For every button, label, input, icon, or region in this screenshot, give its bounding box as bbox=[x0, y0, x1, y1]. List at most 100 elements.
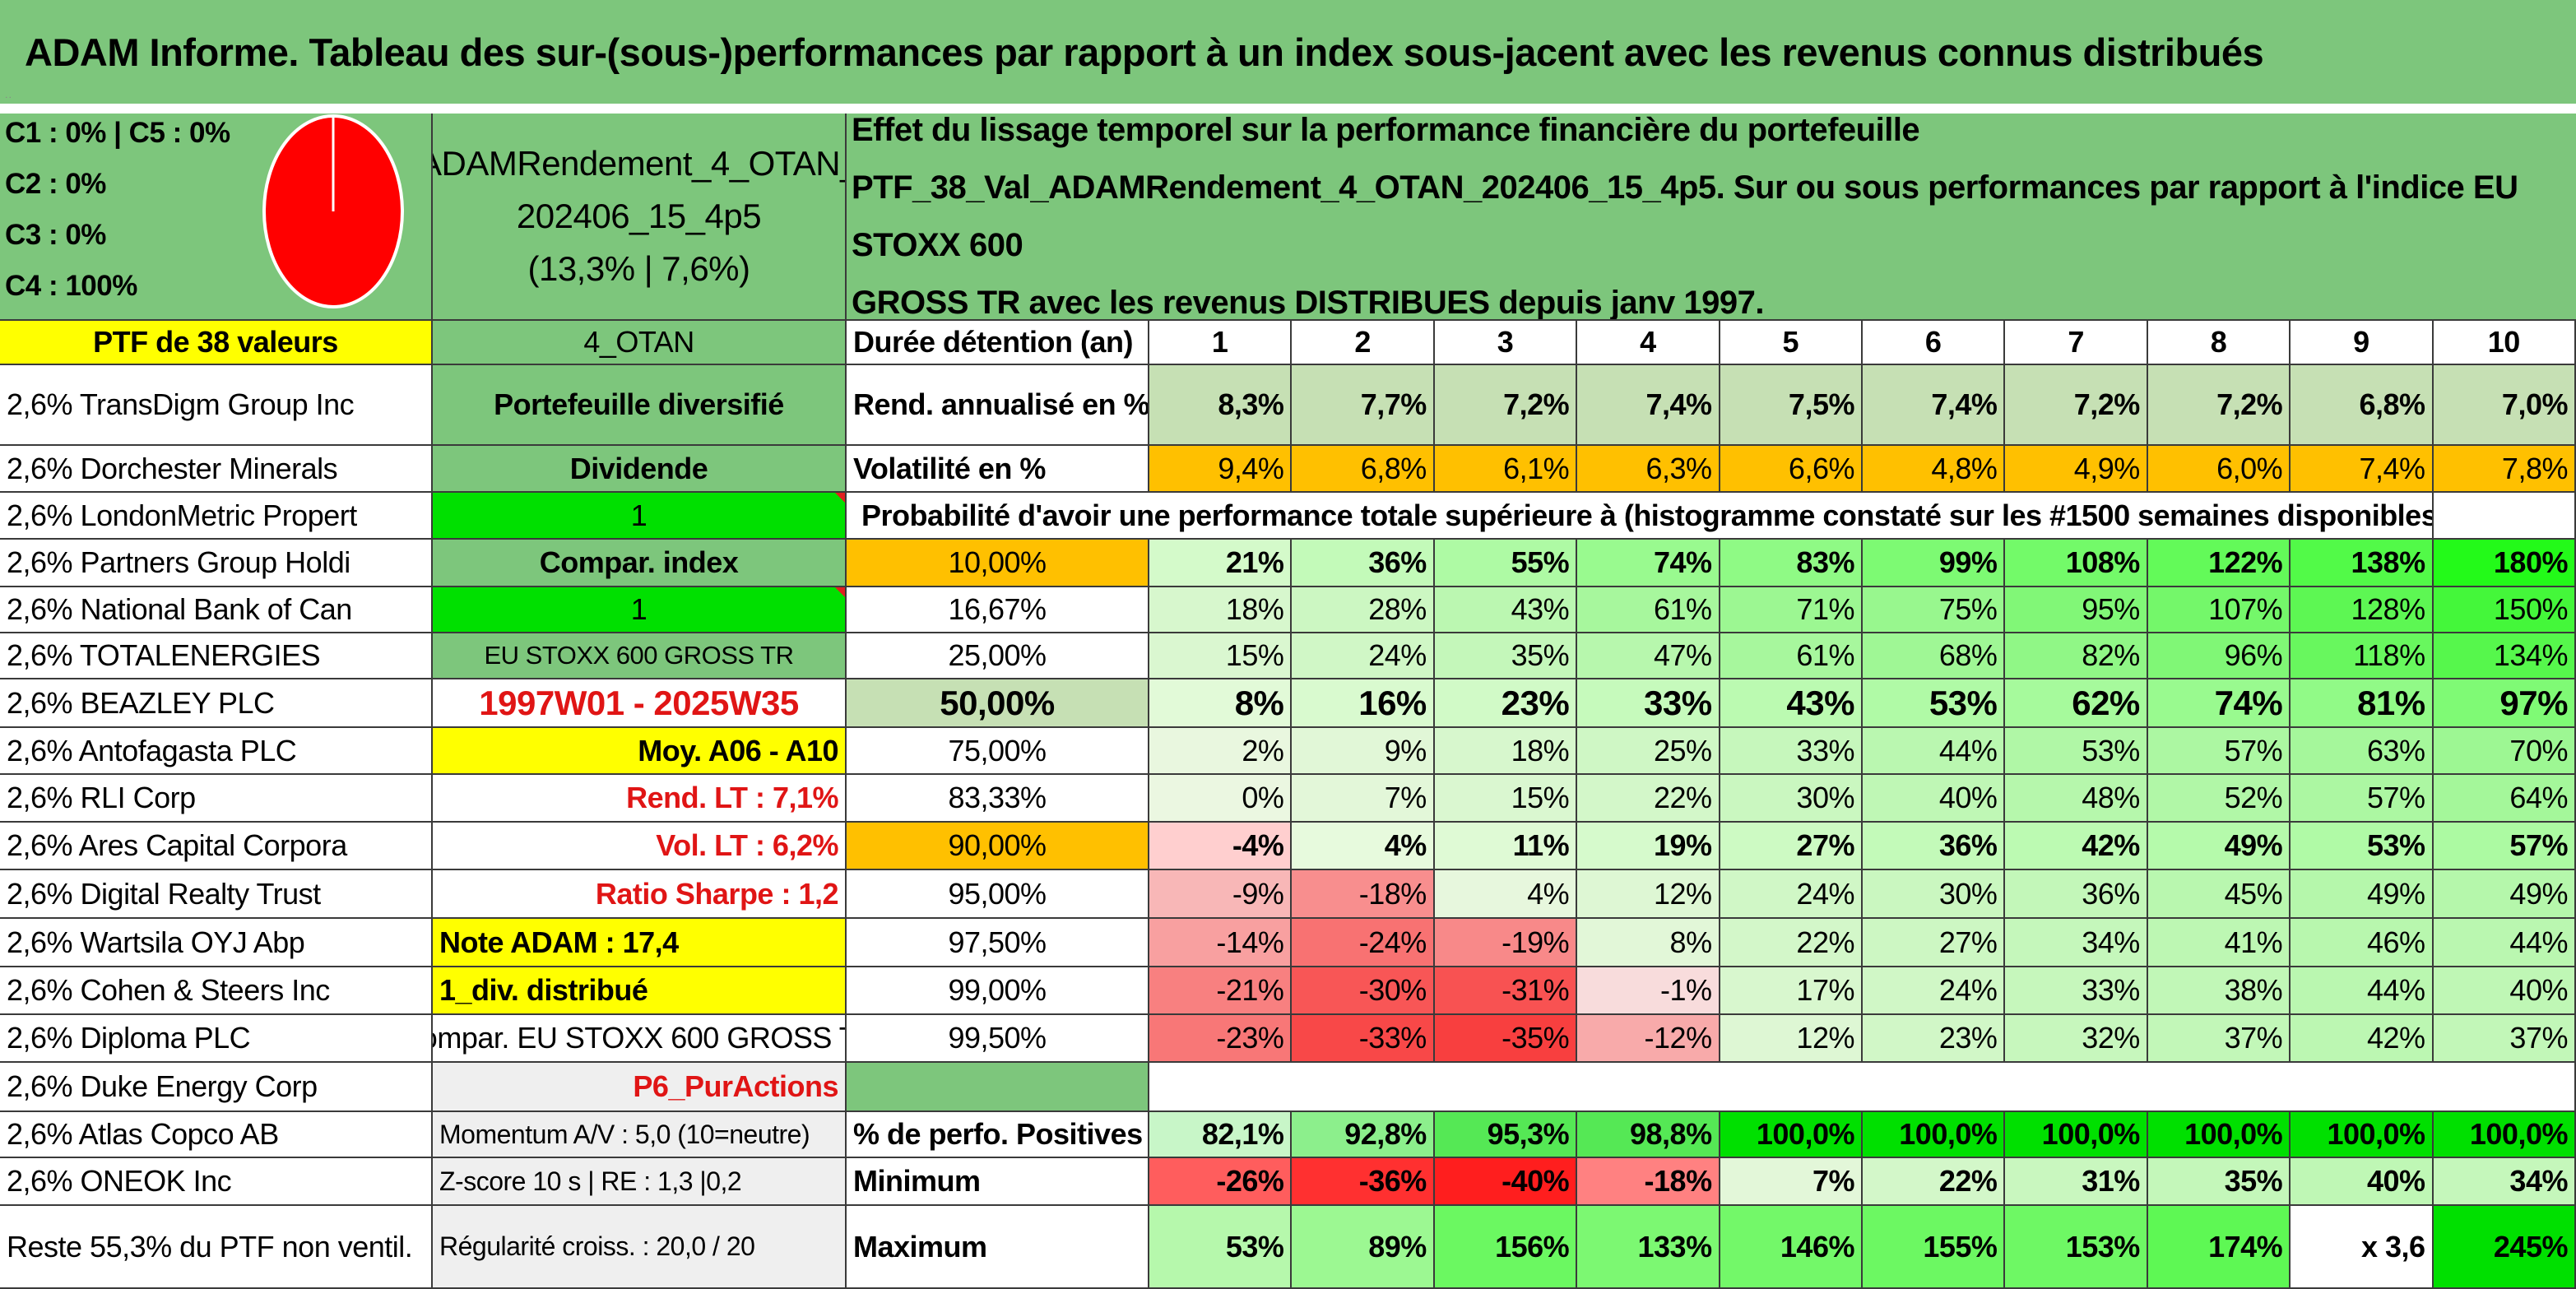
minimum-label: Minimum bbox=[847, 1158, 1149, 1206]
holding-row: 2,6% Dorchester Minerals bbox=[0, 446, 433, 493]
momentum-indicator: Momentum A/V : 5,0 (10=neutre) bbox=[433, 1112, 847, 1158]
probability-caption: Probabilité d'avoir une performance tota… bbox=[847, 493, 2434, 540]
composition-pie-chart bbox=[262, 114, 404, 308]
quantile-value: 49% bbox=[2147, 823, 2291, 870]
period-range: 1997W01 - 2025W35 bbox=[433, 679, 847, 728]
quantile-value: 42% bbox=[2005, 823, 2148, 870]
holding-row: 2,6% National Bank of Can bbox=[0, 587, 433, 633]
quantile-value: 15% bbox=[1149, 633, 1293, 679]
dividend-note: 1_div. distribué bbox=[433, 967, 847, 1015]
quantile-value: -18% bbox=[1292, 870, 1435, 919]
quantile-value: 36% bbox=[1292, 540, 1435, 587]
quantile-value: 41% bbox=[2147, 919, 2291, 967]
regularity-indicator: Régularité croiss. : 20,0 / 20 bbox=[433, 1206, 847, 1289]
volatility-value: 6,8% bbox=[1292, 446, 1435, 493]
maximum-value: 245% bbox=[2433, 1206, 2576, 1289]
quantile-value: 37% bbox=[2147, 1015, 2291, 1063]
quantile-value: 61% bbox=[1577, 587, 1720, 633]
holding-row: 2,6% Digital Realty Trust bbox=[0, 870, 433, 919]
minimum-value: 22% bbox=[1863, 1158, 2006, 1206]
quantile-value: 138% bbox=[2291, 540, 2434, 587]
quantile-value: 95% bbox=[2005, 587, 2148, 633]
quantile-value: 83% bbox=[1720, 540, 1863, 587]
positive-value: 100,0% bbox=[2005, 1112, 2148, 1158]
quantile-value: 28% bbox=[1292, 587, 1435, 633]
benchmark-name: EU STOXX 600 GROSS TR bbox=[433, 633, 847, 679]
quantile-value: 99% bbox=[1863, 540, 2006, 587]
year-header: 3 bbox=[1434, 321, 1578, 365]
maximum-value: 155% bbox=[1863, 1206, 2006, 1289]
quantile-value: 44% bbox=[1863, 728, 2006, 775]
quantile-value: 97% bbox=[2433, 679, 2576, 728]
quantile-value: 53% bbox=[2291, 823, 2434, 870]
quantile-value: 68% bbox=[1863, 633, 2006, 679]
average-period: Moy. A06 - A10 bbox=[433, 728, 847, 775]
quantile-value: 42% bbox=[2291, 1015, 2434, 1063]
volatility-value: 4,9% bbox=[2005, 446, 2148, 493]
index-flag-2: 1 bbox=[433, 587, 847, 633]
volatility-value: 4,8% bbox=[1863, 446, 2006, 493]
portfolio-name-line1: ADAMRendement_4_OTAN_ bbox=[433, 144, 847, 183]
quantile-value: 7% bbox=[1292, 775, 1435, 823]
year-header: 8 bbox=[2147, 321, 2291, 365]
quantile-value: 22% bbox=[1577, 775, 1720, 823]
year-header: 10 bbox=[2433, 321, 2576, 365]
year-header: 6 bbox=[1863, 321, 2006, 365]
return-label: Rend. annualisé en % bbox=[847, 365, 1149, 446]
quantile-value: 8% bbox=[1149, 679, 1293, 728]
quantile-value: 18% bbox=[1149, 587, 1293, 633]
quantile-value: 180% bbox=[2433, 540, 2576, 587]
quantile-value: -24% bbox=[1292, 919, 1435, 967]
return-value: 7,2% bbox=[2005, 365, 2148, 446]
positive-value: 98,8% bbox=[1577, 1112, 1720, 1158]
quantile-value: 122% bbox=[2147, 540, 2291, 587]
holding-row: 2,6% TOTALENERGIES bbox=[0, 633, 433, 679]
maximum-value: x 3,6 bbox=[2291, 1206, 2434, 1289]
quantile-value: 33% bbox=[1577, 679, 1720, 728]
positive-value: 100,0% bbox=[1720, 1112, 1863, 1158]
quantile-value: 33% bbox=[2005, 967, 2148, 1015]
quantile-value: 70% bbox=[2433, 728, 2576, 775]
maximum-value: 174% bbox=[2147, 1206, 2291, 1289]
holding-row: 2,6% Atlas Copco AB bbox=[0, 1112, 433, 1158]
quantile-value: -12% bbox=[1577, 1015, 1720, 1063]
quantile-value: 30% bbox=[1863, 870, 2006, 919]
holding-row: 2,6% Duke Energy Corp bbox=[0, 1063, 433, 1112]
holding-row: 2,6% ONEOK Inc bbox=[0, 1158, 433, 1206]
minimum-value: 31% bbox=[2005, 1158, 2148, 1206]
quantile-value: 43% bbox=[1720, 679, 1863, 728]
description-line3: GROSS TR avec les revenus DISTRIBUES dep… bbox=[852, 285, 1765, 321]
quantile-value: 49% bbox=[2291, 870, 2434, 919]
portfolio-name-cell: ADAMRendement_4_OTAN_ 202406_15_4p5 (13,… bbox=[433, 114, 847, 321]
maximum-value: 133% bbox=[1577, 1206, 1720, 1289]
quantile-value: 17% bbox=[1720, 967, 1863, 1015]
quantile-value: 27% bbox=[1720, 823, 1863, 870]
return-value: 7,0% bbox=[2433, 365, 2576, 446]
quantile-value: 53% bbox=[1863, 679, 2006, 728]
top-left-marker: ˙˙ bbox=[5, 95, 13, 108]
quantile-value: -14% bbox=[1149, 919, 1293, 967]
minimum-value: 34% bbox=[2433, 1158, 2576, 1206]
maximum-value: 146% bbox=[1720, 1206, 1863, 1289]
holding-row: 2,6% Ares Capital Corpora bbox=[0, 823, 433, 870]
quantile-value: -23% bbox=[1149, 1015, 1293, 1063]
return-value: 7,5% bbox=[1720, 365, 1863, 446]
quantile-value: 8% bbox=[1577, 919, 1720, 967]
quantile-value: -30% bbox=[1292, 967, 1435, 1015]
quantile-value: 96% bbox=[2147, 633, 2291, 679]
volatility-value: 6,0% bbox=[2147, 446, 2291, 493]
volatility-value: 6,3% bbox=[1577, 446, 1720, 493]
quantile-label: 75,00% bbox=[847, 728, 1149, 775]
index-comparison: Compar. EU STOXX 600 GROSS TR bbox=[433, 1015, 847, 1063]
year-header: 7 bbox=[2005, 321, 2148, 365]
quantile-value: 12% bbox=[1577, 870, 1720, 919]
quantile-value: 64% bbox=[2433, 775, 2576, 823]
quantile-value: 35% bbox=[1434, 633, 1578, 679]
positive-value: 100,0% bbox=[2433, 1112, 2576, 1158]
maximum-value: 53% bbox=[1149, 1206, 1293, 1289]
quantile-value: 74% bbox=[1577, 540, 1720, 587]
quantile-value: 16% bbox=[1292, 679, 1435, 728]
holding-row: 2,6% Wartsila OYJ Abp bbox=[0, 919, 433, 967]
quantile-value: 22% bbox=[1720, 919, 1863, 967]
volatility-value: 6,6% bbox=[1720, 446, 1863, 493]
